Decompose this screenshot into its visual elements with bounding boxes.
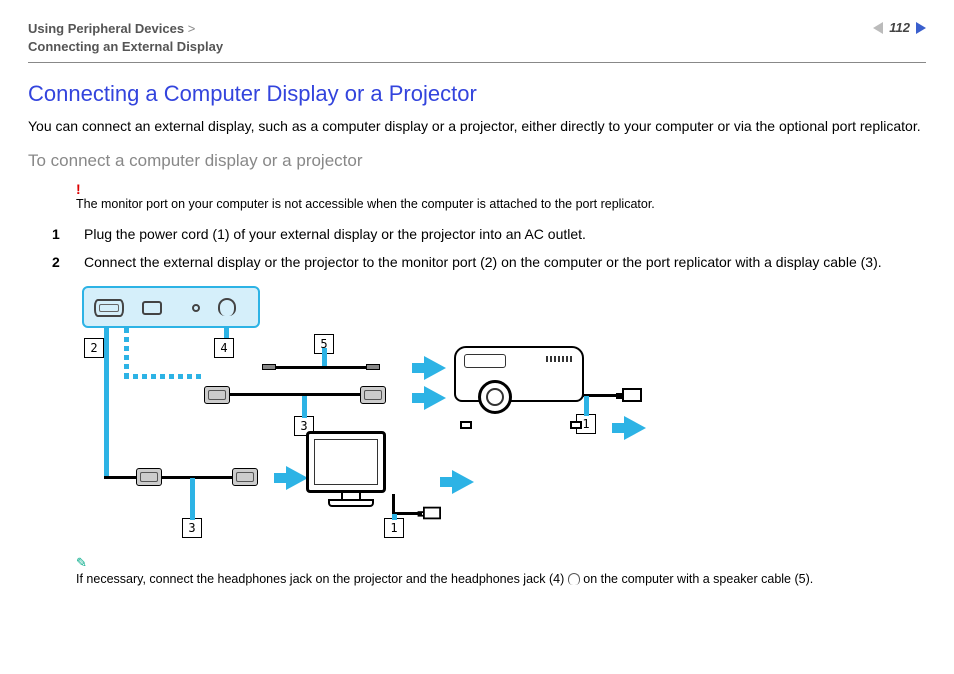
step-number: 1: [52, 225, 70, 245]
intro-text: You can connect an external display, suc…: [28, 117, 926, 137]
tip-text-before: If necessary, connect the headphones jac…: [76, 572, 568, 586]
page-title: Connecting a Computer Display or a Proje…: [28, 81, 926, 107]
warning-note: ! The monitor port on your computer is n…: [76, 181, 926, 211]
port-panel: [82, 286, 260, 328]
connection-diagram: 2 4 5 3 1 3 1: [76, 286, 926, 541]
callout-label: 2: [84, 338, 104, 358]
arrow-right-icon: [424, 356, 446, 380]
callout-label: 1: [384, 518, 404, 538]
audio-plug-icon: [366, 364, 380, 370]
breadcrumb-separator: >: [188, 21, 196, 36]
tip-icon: ✎: [76, 555, 926, 571]
arrow-right-icon: [624, 416, 646, 440]
vga-port-icon: [94, 299, 124, 317]
tip-note: ✎ If necessary, connect the headphones j…: [76, 555, 926, 586]
guide-line: [584, 396, 589, 416]
wire: [230, 393, 360, 396]
monitor-icon: [306, 431, 396, 521]
steps-list: 1 Plug the power cord (1) of your extern…: [28, 225, 926, 272]
vga-connector-icon: [232, 468, 258, 486]
breadcrumb-line2: Connecting an External Display: [28, 39, 223, 54]
wire: [392, 494, 395, 514]
guide-line: [302, 396, 307, 418]
section-subtitle: To connect a computer display or a proje…: [28, 151, 926, 171]
hdmi-port-icon: [142, 301, 162, 315]
headphone-inline-icon: [568, 573, 580, 585]
guide-line: [392, 514, 397, 520]
arrow-right-icon: [424, 386, 446, 410]
nav-next-icon[interactable]: [916, 22, 926, 34]
step-text: Connect the external display or the proj…: [84, 253, 882, 273]
callout-label: 3: [182, 518, 202, 538]
step-text: Plug the power cord (1) of your external…: [84, 225, 586, 245]
nav-prev-icon[interactable]: [873, 22, 883, 34]
arrow-right-icon: [286, 466, 308, 490]
page-number: 112: [889, 20, 910, 35]
warning-text: The monitor port on your computer is not…: [76, 197, 655, 211]
warning-icon: !: [76, 181, 926, 197]
power-plug-icon: [622, 388, 642, 402]
wire: [276, 366, 366, 369]
guide-line: [104, 328, 109, 478]
breadcrumb-line1: Using Peripheral Devices: [28, 21, 184, 36]
wire: [162, 476, 232, 479]
vga-connector-icon: [204, 386, 230, 404]
headphone-port-icon: [218, 298, 236, 316]
audio-plug-icon: [262, 364, 276, 370]
page-nav: 112: [873, 20, 926, 35]
audio-port-icon: [192, 304, 200, 312]
vga-connector-icon: [136, 468, 162, 486]
step-number: 2: [52, 253, 70, 273]
tip-text-after: on the computer with a speaker cable (5)…: [580, 572, 813, 586]
guide-line: [190, 478, 195, 520]
arrow-right-icon: [452, 470, 474, 494]
callout-label: 4: [214, 338, 234, 358]
guide-line: [322, 348, 327, 366]
guide-line-dashed: [124, 328, 129, 376]
breadcrumb: Using Peripheral Devices > Connecting an…: [28, 20, 223, 56]
step-item: 1 Plug the power cord (1) of your extern…: [28, 225, 926, 245]
projector-icon: [454, 346, 604, 426]
power-plug-icon: [423, 507, 441, 520]
vga-connector-icon: [360, 386, 386, 404]
guide-line-dashed: [124, 374, 204, 379]
step-item: 2 Connect the external display or the pr…: [28, 253, 926, 273]
page-header: Using Peripheral Devices > Connecting an…: [28, 20, 926, 63]
